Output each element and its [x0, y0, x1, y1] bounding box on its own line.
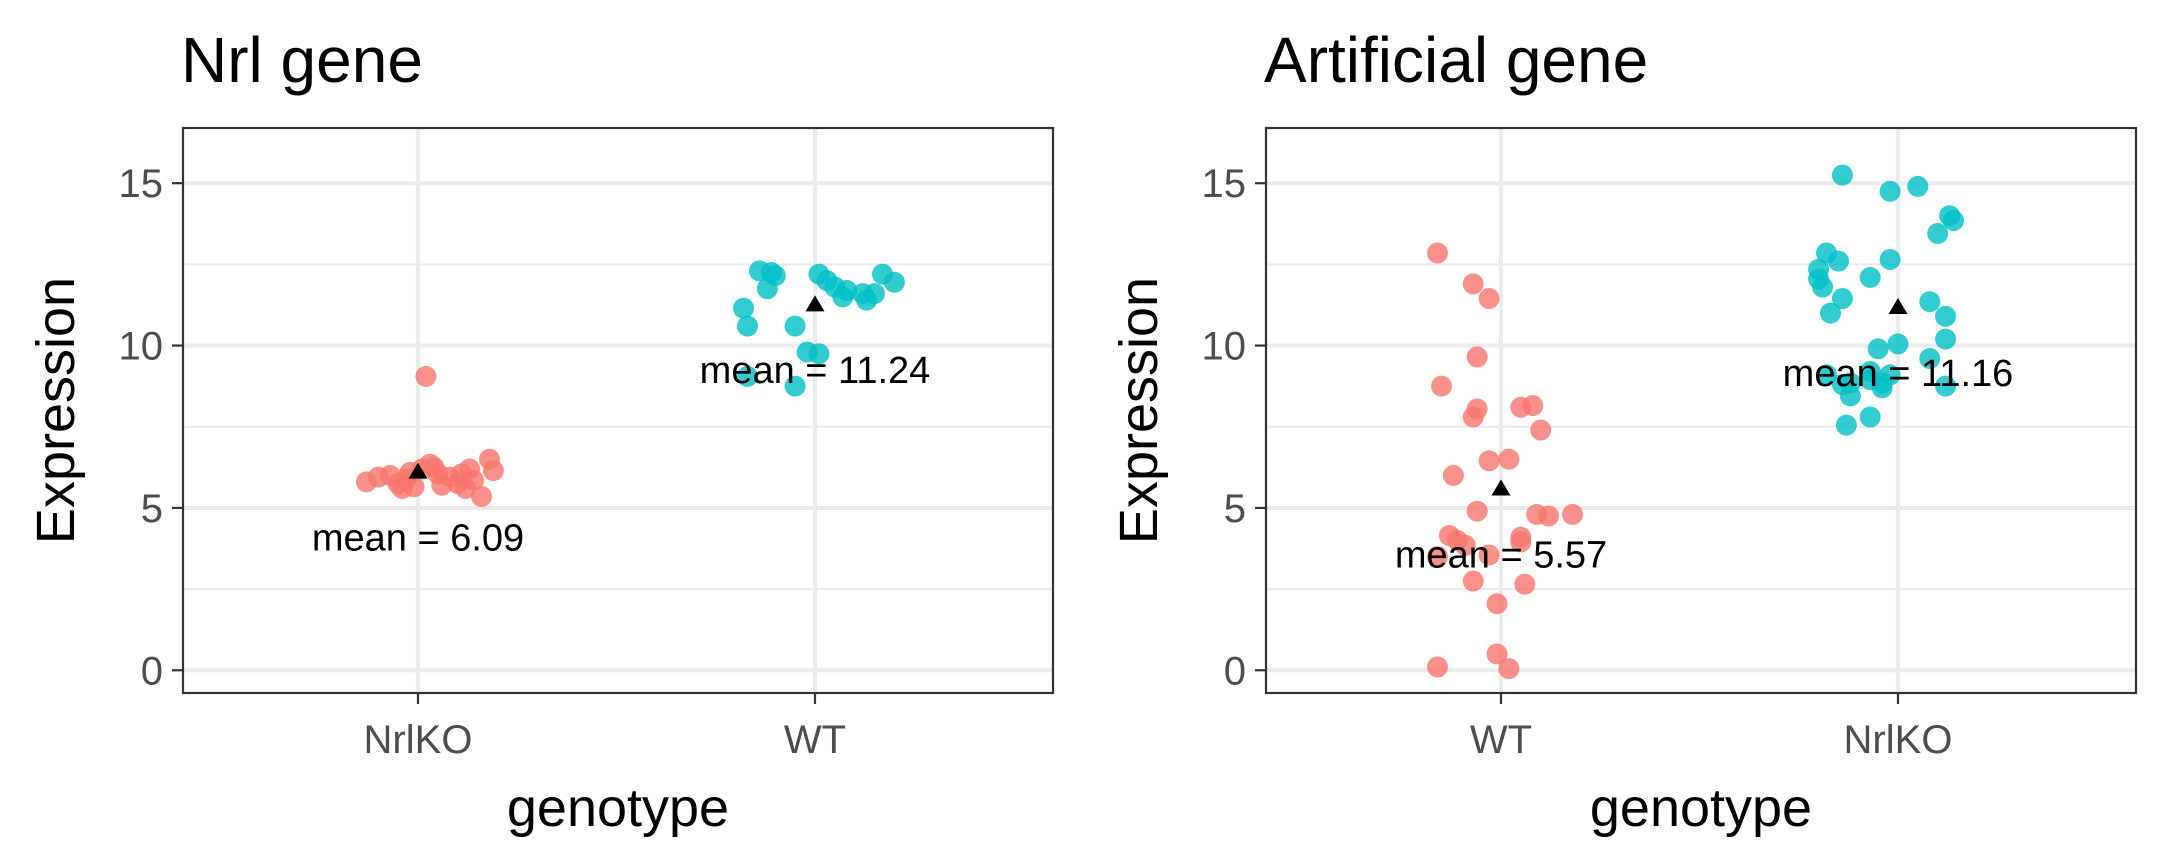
data-point	[1478, 544, 1500, 566]
data-point	[733, 297, 754, 319]
data-point	[1907, 175, 1929, 197]
data-point	[471, 486, 492, 507]
data-point	[1462, 273, 1484, 295]
data-point	[1867, 338, 1889, 360]
data-point	[1562, 503, 1583, 525]
data-point	[1454, 534, 1476, 556]
data-point	[1427, 656, 1448, 678]
data-point	[1812, 276, 1834, 298]
y-tick-label: 0	[1224, 649, 1246, 693]
x-tick-label: WT	[1470, 718, 1532, 762]
data-point	[1466, 398, 1488, 420]
x-axis-title: genotype	[507, 778, 729, 838]
data-point	[1919, 291, 1941, 313]
data-point	[1478, 288, 1500, 309]
data-point	[482, 460, 504, 482]
panel-border	[1264, 126, 2138, 695]
data-point	[764, 265, 786, 287]
y-tick-label: 15	[119, 162, 164, 206]
y-axis-title: Expression	[26, 277, 86, 544]
data-point	[883, 271, 905, 293]
data-point	[1498, 658, 1520, 680]
panel-2: Artificial gene mean = 5.57 mean = 11.16 0 5…	[1109, 24, 2138, 838]
mean-marker	[408, 462, 428, 479]
data-point	[1466, 346, 1488, 368]
data-point	[1879, 180, 1901, 202]
data-point	[415, 365, 437, 387]
data-point	[1828, 250, 1849, 272]
data-point	[1530, 419, 1552, 441]
data-point	[1879, 364, 1901, 386]
data-point	[1466, 500, 1488, 522]
data-point	[1831, 164, 1853, 186]
data-point	[1919, 348, 1941, 369]
data-point	[1935, 328, 1957, 350]
data-point	[1442, 464, 1464, 486]
data-point	[1510, 531, 1532, 553]
data-point	[1498, 448, 1520, 470]
data-point	[1514, 573, 1536, 595]
chart-title: Artificial gene	[1264, 24, 1648, 96]
data-point	[1927, 223, 1949, 244]
data-point	[836, 279, 858, 301]
data-point	[784, 315, 806, 337]
x-tick-label: NrlKO	[364, 718, 473, 762]
x-axis-title: genotype	[1590, 778, 1812, 838]
data-point	[1478, 450, 1500, 472]
mean-label: mean = 6.09	[312, 517, 524, 559]
data-point	[1820, 302, 1841, 324]
data-point	[1431, 375, 1452, 397]
mean-marker	[805, 295, 825, 312]
data-point	[808, 343, 830, 365]
y-tick-label: 10	[119, 325, 164, 369]
panel-1: Nrl gene mean = 6.09 mean = 11.24 0 5 10 15 Nrl…	[26, 24, 1055, 838]
mean-label: mean = 5.57	[1395, 534, 1607, 576]
data-point	[784, 375, 806, 397]
data-point	[1831, 288, 1853, 309]
mean-marker	[1491, 479, 1511, 496]
data-point	[463, 469, 485, 491]
mean-marker	[1888, 298, 1908, 314]
y-tick-label: 15	[1202, 162, 1247, 206]
data-point	[1859, 406, 1881, 428]
y-tick-label: 5	[1224, 487, 1246, 531]
data-point	[1935, 375, 1957, 397]
data-point	[1486, 643, 1508, 665]
data-point	[1538, 505, 1560, 527]
data-point	[737, 315, 758, 337]
y-axis-title: Expression	[1109, 277, 1169, 544]
data-point	[1935, 305, 1957, 327]
panel-border	[181, 126, 1055, 695]
mean-label: mean = 11.24	[700, 350, 931, 392]
data-point	[1427, 546, 1448, 568]
x-tick-label: WT	[784, 718, 846, 762]
x-tick-label: NrlKO	[1844, 718, 1953, 762]
data-point	[1816, 364, 1837, 386]
data-point	[1839, 385, 1861, 407]
data-point	[1522, 395, 1544, 417]
data-point	[864, 283, 885, 305]
data-point	[1835, 414, 1857, 436]
data-point	[1943, 210, 1965, 231]
y-tick-label: 5	[141, 487, 163, 531]
data-point	[1859, 266, 1881, 288]
chart-title: Nrl gene	[181, 24, 423, 96]
data-point	[1486, 593, 1508, 615]
mean-label: mean = 11.16	[1783, 353, 2014, 395]
data-point	[1427, 242, 1448, 264]
data-point	[1887, 333, 1909, 355]
data-point	[1462, 570, 1484, 592]
y-tick-label: 10	[1202, 325, 1247, 369]
y-tick-label: 0	[141, 649, 163, 693]
data-point	[737, 365, 758, 387]
data-point	[1879, 249, 1901, 270]
data-point	[403, 476, 425, 498]
